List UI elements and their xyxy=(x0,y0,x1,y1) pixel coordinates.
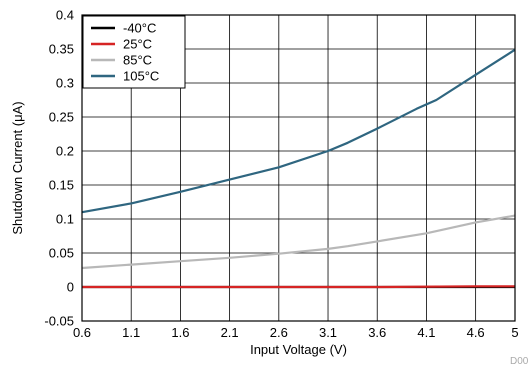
series-lines xyxy=(81,48,516,289)
y-tick-label: 0.4 xyxy=(56,8,74,23)
y-axis-label: Shutdown Current (μA) xyxy=(10,101,25,234)
series-line xyxy=(82,285,515,289)
series-line xyxy=(81,48,516,214)
figure-code: D00 xyxy=(510,356,529,367)
x-tick-label: 0.6 xyxy=(73,325,91,340)
y-tick-label: 0.1 xyxy=(56,212,74,227)
legend-label: 105°C xyxy=(123,69,159,84)
x-axis-label: Input Voltage (V) xyxy=(250,342,347,357)
x-axis-ticks: 0.6 1.1 1.6 2.1 2.6 3.1 3.6 4.1 4.6 5 xyxy=(73,325,519,340)
legend-label: -40°C xyxy=(123,21,156,36)
y-tick-label: 0.25 xyxy=(49,110,74,125)
legend-label: 85°C xyxy=(123,53,152,68)
legend-label: 25°C xyxy=(123,37,152,52)
x-tick-label: 3.6 xyxy=(368,325,386,340)
y-tick-label: 0.05 xyxy=(49,246,74,261)
y-tick-label: 0 xyxy=(67,280,74,295)
y-tick-label: 0.2 xyxy=(56,144,74,159)
x-tick-label: 2.1 xyxy=(221,325,239,340)
y-tick-label: 0.3 xyxy=(56,76,74,91)
plot-frame xyxy=(81,14,516,322)
x-tick-label: 4.1 xyxy=(417,325,435,340)
y-tick-label: 0.35 xyxy=(49,42,74,57)
x-tick-label: 3.1 xyxy=(319,325,337,340)
x-tick-label: 5 xyxy=(511,325,518,340)
x-tick-label: 1.6 xyxy=(171,325,189,340)
x-tick-label: 4.6 xyxy=(467,325,485,340)
series-line xyxy=(81,214,516,270)
y-axis-ticks: -0.05 0 0.05 0.1 0.15 0.2 0.25 0.3 0.35 0.4 xyxy=(44,8,74,329)
y-tick-label: -0.05 xyxy=(44,314,74,329)
x-tick-label: 2.6 xyxy=(270,325,288,340)
y-tick-label: 0.15 xyxy=(49,178,74,193)
x-tick-label: 1.1 xyxy=(122,325,140,340)
